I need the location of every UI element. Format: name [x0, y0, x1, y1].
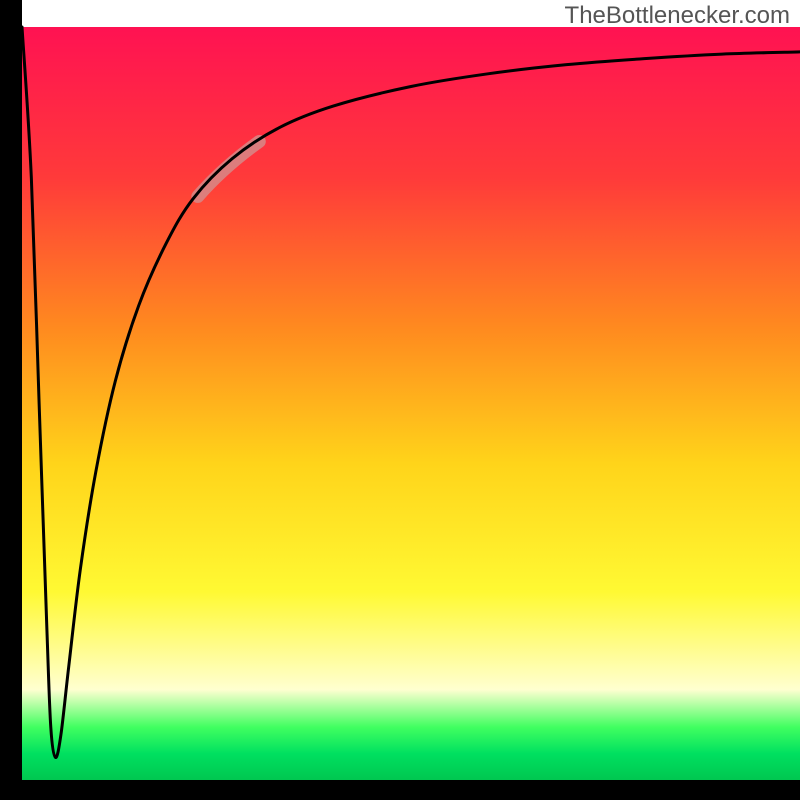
attribution-label: TheBottlenecker.com	[565, 2, 790, 30]
axis-left	[0, 0, 22, 800]
plot-background	[22, 27, 800, 780]
axis-bottom	[0, 780, 800, 800]
bottleneck-chart: TheBottlenecker.com	[0, 0, 800, 800]
chart-svg	[0, 0, 800, 800]
